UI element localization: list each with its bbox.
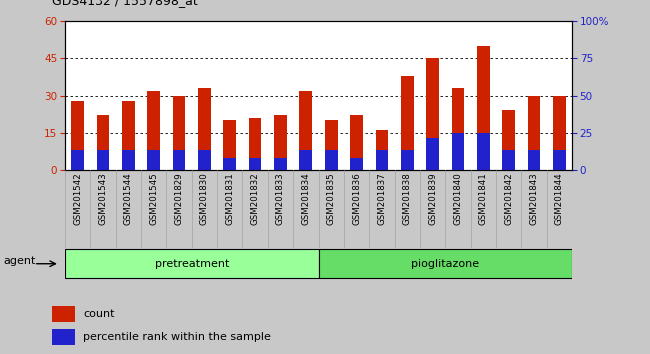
Text: GSM201833: GSM201833: [276, 172, 285, 225]
Bar: [350, 115, 363, 170]
Text: GSM201839: GSM201839: [428, 172, 437, 225]
FancyBboxPatch shape: [318, 249, 572, 278]
Bar: [122, 101, 135, 170]
Bar: [198, 150, 211, 170]
Bar: [376, 130, 388, 170]
Bar: [553, 96, 566, 170]
Bar: [452, 88, 464, 170]
Bar: [97, 115, 109, 170]
Bar: [274, 115, 287, 170]
Text: GSM201834: GSM201834: [302, 172, 310, 225]
Text: GSM201842: GSM201842: [504, 172, 513, 225]
Bar: [502, 110, 515, 170]
Bar: [376, 150, 388, 170]
Text: GSM201831: GSM201831: [226, 172, 234, 225]
Bar: [224, 158, 236, 170]
Bar: [325, 120, 337, 170]
Text: GSM201838: GSM201838: [403, 172, 411, 225]
Bar: [173, 150, 185, 170]
Bar: [300, 150, 312, 170]
Bar: [52, 306, 75, 321]
Bar: [97, 150, 109, 170]
Bar: [249, 158, 261, 170]
Bar: [350, 158, 363, 170]
Text: GSM201841: GSM201841: [479, 172, 488, 225]
Bar: [325, 150, 337, 170]
FancyBboxPatch shape: [65, 249, 318, 278]
Text: count: count: [83, 309, 114, 319]
Text: GSM201835: GSM201835: [327, 172, 335, 225]
Text: GSM201830: GSM201830: [200, 172, 209, 225]
Bar: [72, 101, 84, 170]
Text: agent: agent: [3, 256, 36, 266]
Text: GDS4132 / 1557898_at: GDS4132 / 1557898_at: [52, 0, 198, 7]
Bar: [198, 88, 211, 170]
Bar: [72, 150, 84, 170]
Bar: [528, 96, 540, 170]
Text: GSM201836: GSM201836: [352, 172, 361, 225]
Bar: [173, 96, 185, 170]
Text: GSM201544: GSM201544: [124, 172, 133, 225]
Bar: [528, 150, 540, 170]
Text: GSM201543: GSM201543: [99, 172, 107, 225]
Text: pretreatment: pretreatment: [155, 259, 229, 269]
Bar: [300, 91, 312, 170]
Text: GSM201542: GSM201542: [73, 172, 82, 225]
Bar: [224, 120, 236, 170]
Bar: [122, 150, 135, 170]
Bar: [426, 58, 439, 170]
Bar: [553, 150, 566, 170]
Bar: [401, 150, 413, 170]
Text: GSM201843: GSM201843: [530, 172, 538, 225]
Bar: [401, 76, 413, 170]
Bar: [452, 133, 464, 170]
Bar: [148, 150, 160, 170]
Text: GSM201840: GSM201840: [454, 172, 462, 225]
Text: GSM201844: GSM201844: [555, 172, 564, 225]
Text: GSM201545: GSM201545: [150, 172, 158, 225]
Text: GSM201832: GSM201832: [251, 172, 259, 225]
Bar: [477, 133, 489, 170]
Text: pioglitazone: pioglitazone: [411, 259, 479, 269]
Bar: [477, 46, 489, 170]
Bar: [52, 329, 75, 345]
Bar: [426, 138, 439, 170]
Bar: [274, 158, 287, 170]
Text: percentile rank within the sample: percentile rank within the sample: [83, 332, 271, 342]
Bar: [249, 118, 261, 170]
Bar: [148, 91, 160, 170]
Text: GSM201837: GSM201837: [378, 172, 386, 225]
Text: GSM201829: GSM201829: [175, 172, 183, 225]
Bar: [502, 150, 515, 170]
